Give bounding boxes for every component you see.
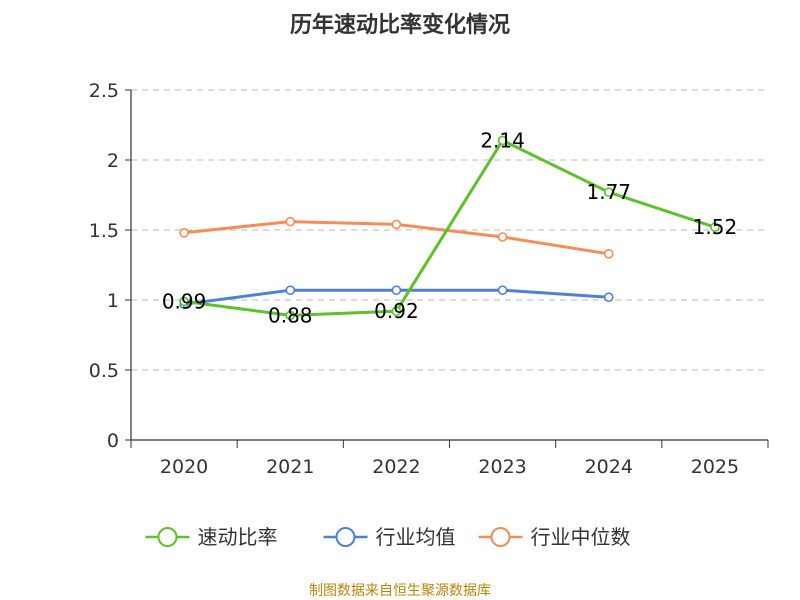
y-tick-label: 1	[107, 290, 119, 312]
data-point	[603, 292, 614, 303]
data-point	[497, 232, 508, 242]
legend-item: 行业中位数	[478, 525, 631, 549]
legend: 速动比率 行业均值 行业中位数	[145, 525, 631, 549]
y-tick-label: 1.5	[89, 220, 119, 242]
data-point	[391, 285, 402, 296]
data-point	[603, 187, 614, 197]
data-point	[285, 285, 296, 296]
data-point	[391, 219, 402, 230]
data-point	[603, 249, 614, 259]
legend-label: 行业均值	[376, 525, 456, 549]
legend-marker	[490, 527, 511, 547]
data-label: 1.52	[693, 215, 738, 239]
chart-title: 历年速动比率变化情况	[290, 12, 510, 38]
series-layer	[179, 135, 720, 321]
x-tick-label: 2022	[372, 456, 420, 478]
data-label: 0.92	[374, 299, 419, 323]
grid-lines	[131, 89, 768, 371]
data-point	[285, 310, 296, 321]
data-point	[710, 222, 720, 232]
legend-marker	[157, 527, 178, 547]
y-tick-label: 2	[107, 150, 119, 172]
source-note: 制图数据来自恒生聚源数据库	[309, 583, 491, 599]
data-label: 0.99	[162, 289, 207, 313]
data-point	[285, 216, 296, 227]
series-2	[179, 216, 614, 259]
x-tick-label: 2023	[478, 456, 526, 478]
data-point	[391, 306, 402, 317]
y-tick-label: 2.5	[89, 80, 119, 102]
y-tick-label: 0.5	[89, 360, 119, 382]
x-tick-label: 2021	[266, 456, 314, 478]
data-label: 2.14	[480, 128, 525, 152]
data-point	[497, 285, 508, 296]
legend-marker	[335, 527, 356, 547]
legend-item: 行业均值	[323, 525, 456, 549]
legend-label: 速动比率	[198, 525, 278, 549]
legend-item: 速动比率	[145, 525, 278, 549]
legend-label: 行业中位数	[531, 525, 631, 549]
x-tick-label: 2025	[691, 456, 739, 478]
data-point	[179, 296, 189, 307]
data-label: 0.88	[268, 303, 313, 327]
data-point	[179, 228, 189, 238]
y-tick-label: 0	[107, 430, 119, 452]
data-labels: 0.99 0.88 0.92 2.14 1.77 1.52	[162, 128, 737, 327]
series-0	[179, 135, 720, 321]
data-point	[497, 135, 508, 146]
series-1	[179, 285, 614, 310]
x-tick-label: 2024	[585, 456, 633, 478]
series-line	[183, 138, 716, 317]
data-label: 1.77	[586, 180, 631, 204]
x-tick-label: 2020	[160, 456, 208, 478]
